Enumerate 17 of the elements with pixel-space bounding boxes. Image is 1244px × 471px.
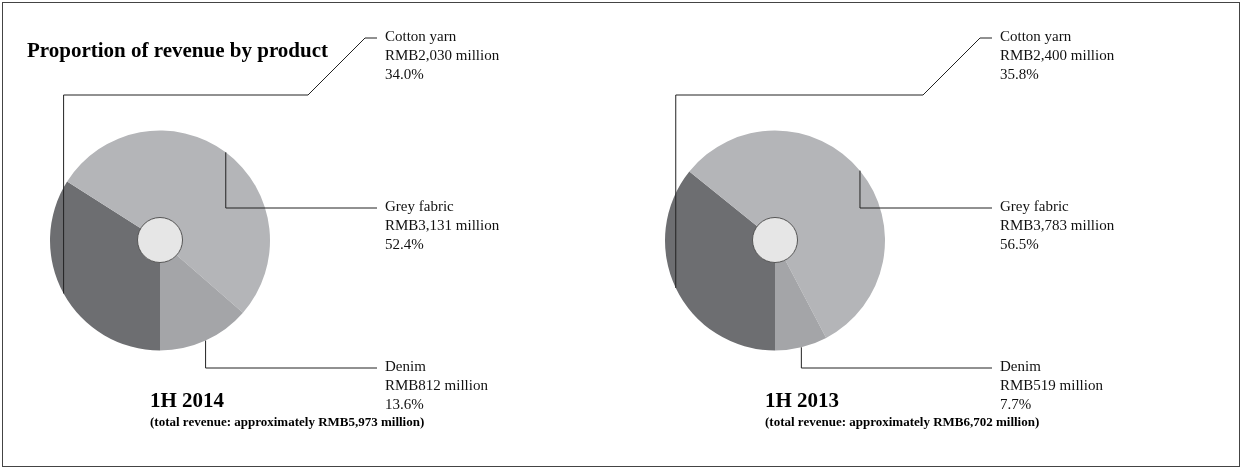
data-label: RMB2,400 million 35.8%: [1000, 47, 1115, 83]
slice-label: Grey fabric: [385, 198, 455, 215]
text: 1H 2013: [765, 388, 840, 413]
data-label: RMB3,131 million 52.4%: [385, 217, 500, 253]
data-label: RMB519 million 7.7%: [1000, 377, 1104, 413]
text: 1H 2014: [150, 388, 225, 413]
slice-label: Cotton yarn: [1000, 28, 1072, 45]
data-label: RMB812 million 13.6%: [385, 377, 489, 413]
slice-label: Cotton yarn: [385, 28, 457, 45]
data-label: RMB2,030 million 34.0%: [385, 47, 500, 83]
text: (total revenue: approximately RMB6,702 million): [765, 414, 1040, 430]
slice-label: Grey fabric: [1000, 198, 1070, 215]
slice-label: Denim: [385, 358, 427, 375]
data-label: RMB3,783 million 56.5%: [1000, 217, 1115, 253]
chart-title: Proportion of revenue by product: [27, 38, 329, 63]
slice-label: Denim: [1000, 358, 1042, 375]
text: (total revenue: approximately RMB5,973 million): [150, 414, 425, 430]
